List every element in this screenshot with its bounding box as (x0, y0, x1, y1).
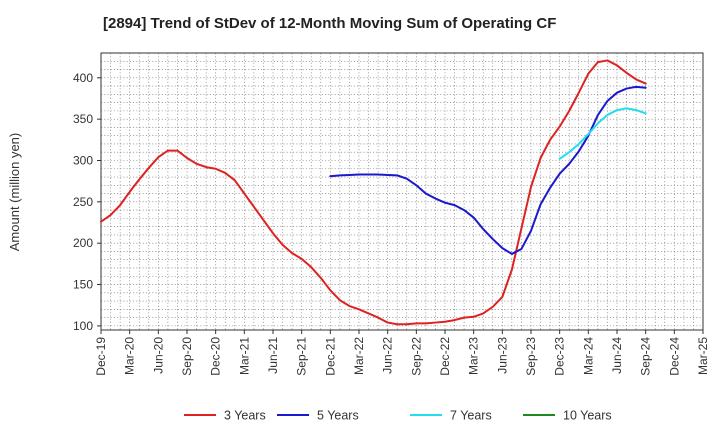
x-tick-label: Mar-23 (467, 337, 481, 375)
x-tick-label: Dec-23 (553, 337, 567, 376)
series-line-3-years (100, 59, 647, 326)
y-tick-label: 400 (73, 71, 93, 85)
series-line-7-years (558, 107, 647, 160)
x-tick-label: Jun-22 (381, 337, 395, 374)
series-layer (100, 59, 647, 326)
axis-ticks: 100 150 200 250 300 350 400 Dec-19 Mar-20 Jun-20 S… (73, 71, 710, 376)
legend: 3 Years 5 Years 7 Years 10 Years (184, 409, 612, 423)
x-tick-label: Sep-23 (524, 337, 538, 376)
x-tick-label: Dec-21 (323, 337, 337, 376)
x-tick-label: Mar-24 (581, 337, 595, 375)
y-tick-label: 150 (73, 278, 93, 292)
x-tick-label: Sep-20 (180, 337, 194, 376)
x-tick-label: Sep-21 (295, 337, 309, 376)
x-tick-label: Jun-20 (151, 337, 165, 374)
plot-frame (100, 52, 704, 331)
x-tick-label: Jun-23 (495, 337, 509, 374)
legend-label-7-years: 7 Years (450, 409, 492, 423)
x-tick-label: Mar-20 (123, 337, 137, 375)
y-axis-label: Amount (million yen) (7, 133, 22, 252)
x-tick-label: Mar-25 (696, 337, 710, 375)
x-tick-label: Mar-22 (352, 337, 366, 375)
legend-label-10-years: 10 Years (563, 409, 612, 423)
x-tick-label: Dec-19 (94, 337, 108, 376)
legend-label-5-years: 5 Years (317, 409, 359, 423)
x-tick-label: Mar-21 (237, 337, 251, 375)
x-tick-label: Sep-22 (409, 337, 423, 376)
y-tick-label: 200 (73, 236, 93, 250)
y-tick-label: 300 (73, 153, 93, 167)
y-tick-label: 100 (73, 319, 93, 333)
x-tick-label: Sep-24 (639, 337, 653, 376)
series-line-5-years (329, 85, 647, 255)
x-tick-label: Jun-24 (610, 337, 624, 374)
x-tick-label: Dec-22 (438, 337, 452, 376)
chart-title: [2894] Trend of StDev of 12-Month Moving… (103, 15, 556, 32)
x-tick-label: Dec-24 (667, 337, 681, 376)
x-tick-label: Jun-21 (266, 337, 280, 374)
y-tick-label: 350 (73, 112, 93, 126)
x-tick-label: Dec-20 (209, 337, 223, 376)
y-tick-label: 250 (73, 195, 93, 209)
legend-label-3-years: 3 Years (224, 409, 266, 423)
